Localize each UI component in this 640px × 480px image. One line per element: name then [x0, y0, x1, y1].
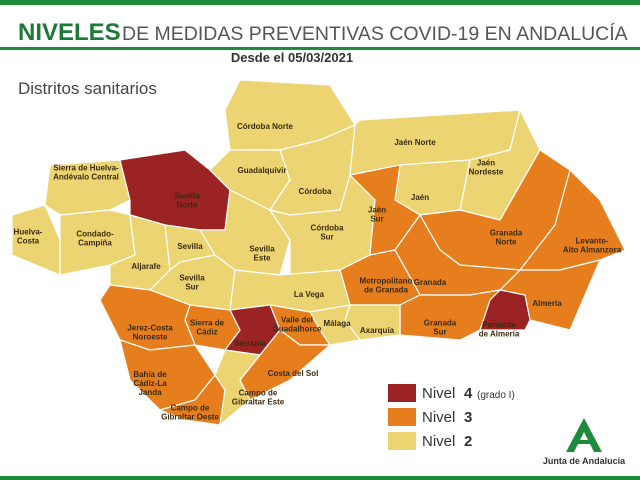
district-label: Jaén: [477, 159, 495, 168]
district-label: Condado-: [76, 230, 114, 239]
legend-level: 4: [464, 385, 473, 402]
map-title: Distritos sanitarios: [18, 79, 157, 98]
district-label: Campiña: [78, 239, 112, 248]
district-label: Noroeste: [133, 333, 168, 342]
top-bar: [0, 0, 640, 5]
district-label: Córdoba: [299, 187, 332, 196]
legend-level: 2: [464, 433, 472, 450]
district-label: Poniente: [482, 321, 516, 330]
district-label: Córdoba Norte: [237, 122, 294, 131]
district-label: Sierra de: [190, 319, 225, 328]
map: Huelva-Costa Sierra de Huelva-Andévalo Ce…: [11, 79, 626, 427]
district-label: Granada: [424, 319, 457, 328]
district-label: Sur: [185, 283, 198, 292]
logo-mark: [566, 418, 602, 452]
district-label: Granada: [490, 229, 523, 238]
district-label: Levante-: [576, 237, 609, 246]
legend-swatch: [388, 408, 416, 426]
district-label: Este: [254, 254, 271, 263]
legend-swatch: [388, 432, 416, 450]
district-label: Valle del: [281, 316, 313, 325]
district-label: La Vega: [294, 290, 325, 299]
district-label: Bahía de: [133, 370, 167, 379]
district-label: Sevilla: [179, 274, 205, 283]
district-label: Campo de: [239, 389, 278, 398]
district-label: Serranía: [234, 339, 267, 348]
district-label: Alto Almanzora: [563, 246, 622, 255]
logo: Junta de Andalucía: [543, 418, 626, 466]
district-label: Janda: [138, 388, 162, 397]
district-label: Aljarafe: [131, 262, 161, 271]
bottom-bar: [0, 476, 640, 480]
district-label: Almería: [532, 299, 562, 308]
logo-bar: [576, 440, 592, 444]
title-rule: [0, 47, 640, 50]
district-label: Sur: [370, 215, 383, 224]
district-label: Jaén Norte: [394, 138, 436, 147]
district-label: Axarquía: [360, 326, 395, 335]
legend-name: Nivel: [422, 385, 455, 402]
district-label: Sevilla: [174, 192, 200, 201]
district-label: Jerez-Costa: [127, 324, 173, 333]
district-label: Nordeste: [469, 168, 504, 177]
district-label: Norte: [496, 238, 517, 247]
district-label: Córdoba: [311, 224, 344, 233]
logo-text: Junta de Andalucía: [543, 456, 626, 466]
district-label: Costa: [17, 237, 40, 246]
district-label: Sur: [433, 328, 446, 337]
district-label: Málaga: [323, 319, 351, 328]
district-label: Jaén: [368, 206, 386, 215]
legend-level: 3: [464, 409, 472, 426]
district-label: Cádiz-La: [133, 379, 167, 388]
legend-name: Nivel: [422, 433, 455, 450]
district-area: [214, 349, 262, 427]
district-area: [399, 289, 502, 341]
district-label: Guadalquivir: [238, 166, 287, 175]
district-area: [229, 269, 351, 313]
district-label: Andévalo Central: [53, 173, 119, 182]
district-label: Norte: [177, 201, 198, 210]
district-label: Gibraltar Oeste: [161, 413, 219, 422]
district-label: de Almería: [479, 330, 520, 339]
district-label: Granada: [414, 278, 447, 287]
district-label: Gibraltar Este: [232, 398, 285, 407]
district-label: Sur: [320, 233, 333, 242]
district-label: de Granada: [364, 286, 409, 295]
legend: Nivel 4 (grado I) Nivel 3 Nivel 2: [388, 384, 515, 450]
district-label: Huelva-: [14, 228, 43, 237]
district-label: Jaén: [411, 193, 429, 202]
district-label: Metropolitano: [360, 277, 413, 286]
title-bold: NIVELES: [18, 19, 121, 46]
subtitle: Desde el 05/03/2021: [231, 50, 353, 65]
legend-name: Nivel: [422, 409, 455, 426]
district-label: Sevilla: [249, 245, 275, 254]
legend-swatch: [388, 384, 416, 402]
district-label: Sierra de Huelva-: [53, 164, 119, 173]
title-rest: DE MEDIDAS PREVENTIVAS COVID-19 EN ANDAL…: [122, 22, 628, 45]
district-label: Guadalhorce: [273, 325, 322, 334]
district-label: Campo de: [171, 404, 210, 413]
legend-note: (grado I): [477, 390, 515, 401]
district-label: Costa del Sol: [268, 369, 319, 378]
district-label: Sevilla: [177, 242, 203, 251]
district-label: Cádiz: [196, 328, 217, 337]
